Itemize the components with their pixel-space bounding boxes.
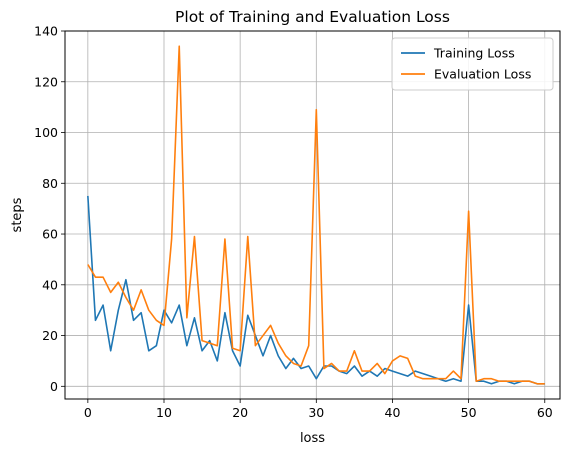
y-tick-label: 140	[34, 24, 58, 39]
x-tick-label: 10	[156, 405, 172, 420]
chart-title: Plot of Training and Evaluation Loss	[175, 8, 450, 26]
y-tick-label: 40	[42, 277, 58, 292]
legend: Training Loss Evaluation Loss	[391, 37, 554, 91]
legend-box	[391, 37, 554, 91]
y-tick-label: 60	[42, 227, 58, 242]
series-line-training-loss	[87, 195, 545, 385]
series-line-evaluation-loss	[87, 45, 545, 385]
y-tick-label: 20	[42, 328, 58, 343]
y-tick-label: 120	[34, 74, 58, 89]
x-axis-label: loss	[300, 431, 325, 446]
plot-frame	[64, 30, 561, 400]
y-tick-label: 0	[50, 379, 58, 394]
x-tick-label: 60	[537, 405, 553, 420]
legend-label: Evaluation Loss	[434, 67, 531, 82]
y-tick-label: 100	[34, 125, 58, 140]
legend-label: Training Loss	[433, 46, 515, 61]
x-tick-label: 30	[308, 405, 324, 420]
x-tick-label: 40	[385, 405, 401, 420]
x-tick-label: 50	[461, 405, 477, 420]
y-axis-label: steps	[10, 197, 25, 232]
series-lines	[87, 45, 545, 385]
y-tick-label: 80	[42, 176, 58, 191]
x-tick-label: 0	[84, 405, 92, 420]
x-tick-label: 20	[232, 405, 248, 420]
axis-ticks: 0 10 20 30 40 50 60 0 20 40 60 80 100 120 140	[34, 24, 553, 421]
